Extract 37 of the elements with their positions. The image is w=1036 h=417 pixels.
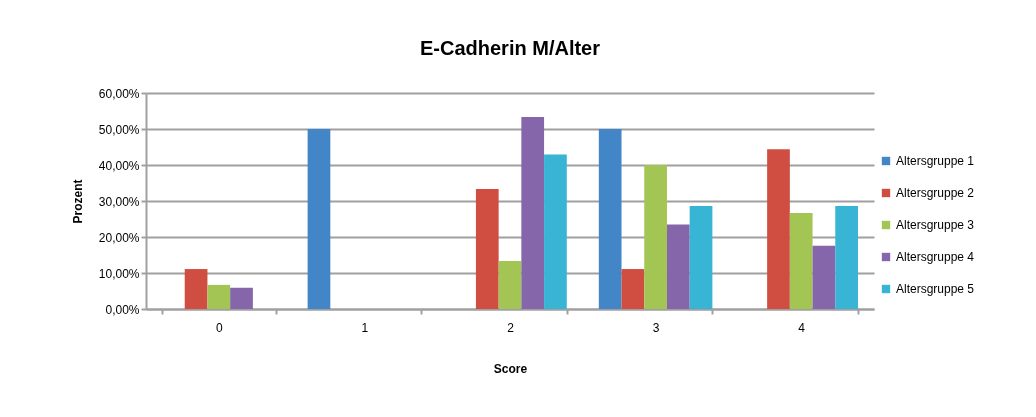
x-tick-label: 1 [361,320,369,335]
x-tick-label: 2 [507,320,515,335]
bar [475,189,499,309]
x-tick-label: 3 [652,320,660,335]
y-tick-label: 30,00% [98,194,140,209]
bar [644,165,667,309]
bar [498,261,522,309]
bar [621,269,645,309]
bar [689,206,713,309]
bar [789,212,813,309]
x-tick-label: 0 [215,320,223,335]
legend-label: Altersgruppe 3 [896,218,975,232]
y-tick-label: 20,00% [98,230,140,245]
y-axis-title: Prozent [70,179,85,224]
bar [307,129,331,309]
legend-label: Altersgruppe 5 [896,282,975,296]
legend-label: Altersgruppe 4 [896,250,975,264]
y-tick-label: 0,00% [105,302,140,317]
bar [521,117,545,309]
chart-title: E-Cadherin M/Alter [419,37,601,59]
y-tick-label: 50,00% [98,122,140,137]
bar [812,245,836,309]
bar [544,154,567,309]
y-tick-label: 40,00% [98,158,140,173]
y-tick-label: 60,00% [98,86,140,101]
bar [230,287,253,309]
bar [184,269,208,309]
legend-label: Altersgruppe 2 [896,186,975,200]
bar [207,284,231,309]
legend-label: Altersgruppe 1 [896,154,975,168]
y-tick-label: 10,00% [98,266,140,281]
x-tick-label: 4 [798,320,806,335]
bar [598,129,622,309]
x-axis-title: Score [493,361,528,376]
bar [666,224,690,309]
bar [835,206,858,309]
bar [767,149,790,309]
